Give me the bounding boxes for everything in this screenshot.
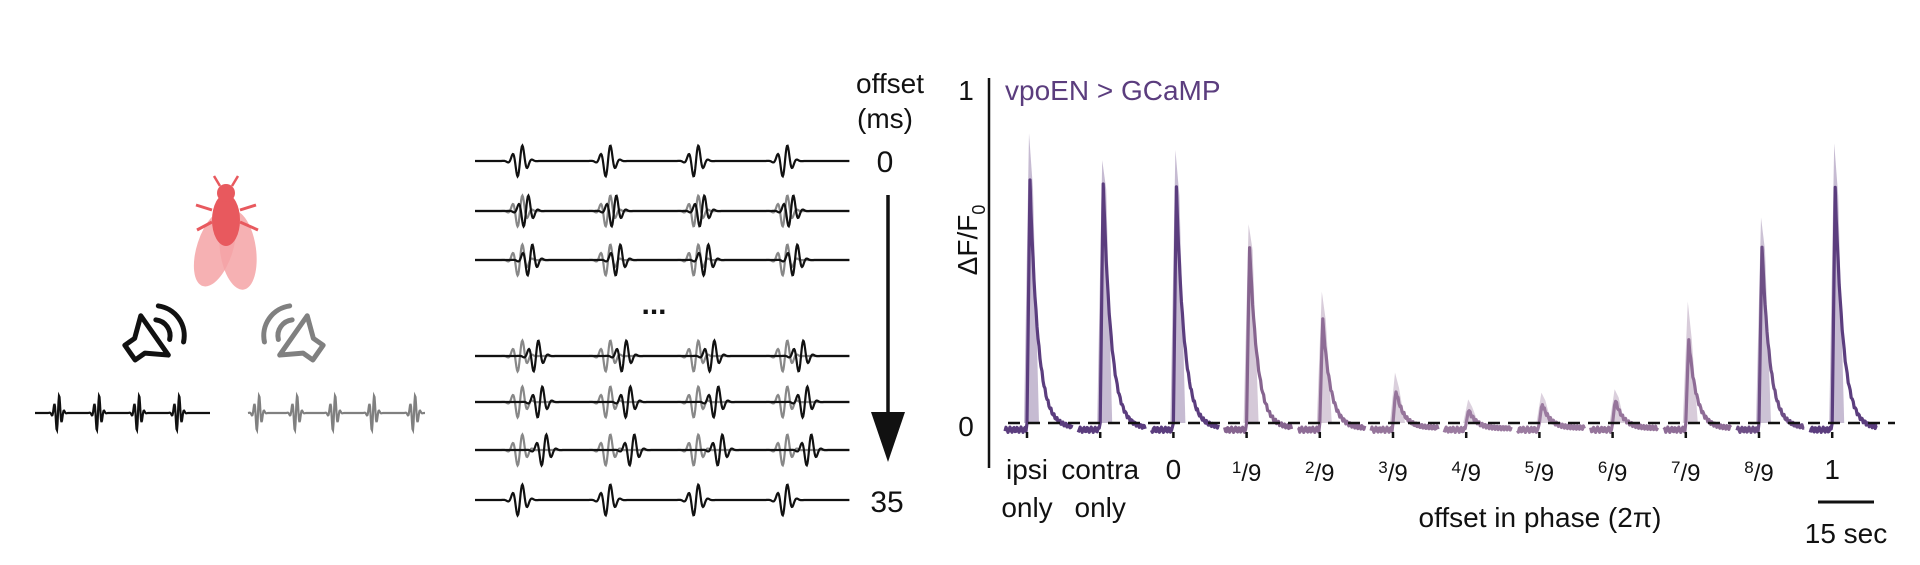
response-trace [1735, 245, 1805, 434]
y-tick-label: 1 [958, 75, 974, 106]
chart-title: vpoEN > GCaMP [1005, 75, 1221, 106]
speaker-panel [35, 175, 425, 435]
response-trace [1296, 317, 1367, 434]
ipsi-pulse-train [35, 391, 210, 435]
x-tick-label: 5/9 [1525, 458, 1554, 487]
x-tick-label: 4/9 [1451, 458, 1480, 487]
condition-trace [1662, 301, 1733, 434]
x-axis-label: offset in phase (2π) [1419, 502, 1662, 533]
condition-trace [1369, 372, 1440, 434]
offset-row [475, 242, 850, 278]
x-tick-label: 1/9 [1232, 458, 1261, 487]
offset-panel: offset (ms) 0 35 ... [475, 68, 924, 519]
offset-row [475, 432, 850, 468]
offset-row [475, 384, 850, 420]
x-tick-label: 2/9 [1305, 458, 1334, 487]
condition-trace [1442, 399, 1513, 434]
x-tick-label-line2: only [1001, 492, 1052, 523]
condition-trace [1735, 217, 1805, 434]
response-trace [1589, 399, 1660, 434]
contra-pulse-train [247, 391, 425, 435]
y-tick-label: 0 [958, 411, 974, 442]
offset-arrow [871, 195, 905, 462]
offset-row [475, 193, 850, 229]
response-trace [1149, 185, 1220, 434]
condition-trace [1076, 160, 1147, 434]
condition-trace [1003, 133, 1074, 434]
x-tick-label: 0 [1166, 454, 1182, 485]
response-trace [1223, 246, 1294, 434]
offset-row [475, 143, 850, 179]
x-tick-label: 6/9 [1598, 458, 1627, 487]
response-trace [1662, 338, 1733, 434]
condition-trace [1296, 291, 1367, 434]
offset-row [475, 482, 850, 518]
condition-trace [1223, 224, 1294, 434]
y-axis-label-sub: 0 [969, 205, 989, 215]
response-trace [1003, 178, 1074, 434]
response-trace [1076, 182, 1147, 434]
y-axis-label: ΔF/F0 [952, 205, 989, 276]
response-trace [1442, 409, 1513, 434]
svg-text:ΔF/F0: ΔF/F0 [952, 205, 989, 276]
offset-header: offset [856, 68, 924, 99]
offset-unit: (ms) [857, 103, 913, 134]
x-tick-label: 3/9 [1378, 458, 1407, 487]
condition-trace [1149, 150, 1220, 434]
y-axis-label-main: ΔF/F [952, 215, 983, 276]
scale-bar-label: 15 sec [1805, 518, 1888, 549]
offset-top-value: 0 [877, 146, 894, 179]
response-trace [1516, 403, 1586, 434]
condition-trace [1808, 143, 1878, 434]
condition-trace [1516, 392, 1586, 434]
condition-trace [1589, 389, 1660, 434]
offset-bottom-value: 35 [870, 486, 903, 519]
response-trace [1808, 185, 1878, 434]
offset-row [475, 338, 850, 374]
response-trace [1369, 390, 1440, 434]
x-tick-label: 7/9 [1671, 458, 1700, 487]
response-chart: 1 0 vpoEN > GCaMP ΔF/F0 ipsionlycontraon… [952, 75, 1895, 549]
speaker-icon [261, 303, 326, 363]
x-tick-label: 1 [1824, 454, 1840, 485]
x-tick-label: contra [1061, 454, 1139, 485]
fly-icon [193, 175, 259, 290]
x-tick-label: 8/9 [1744, 458, 1773, 487]
offset-ellipsis: ... [641, 288, 666, 321]
x-tick-label: ipsi [1006, 454, 1048, 485]
x-tick-label-line2: only [1075, 492, 1126, 523]
speaker-icon [122, 303, 187, 363]
